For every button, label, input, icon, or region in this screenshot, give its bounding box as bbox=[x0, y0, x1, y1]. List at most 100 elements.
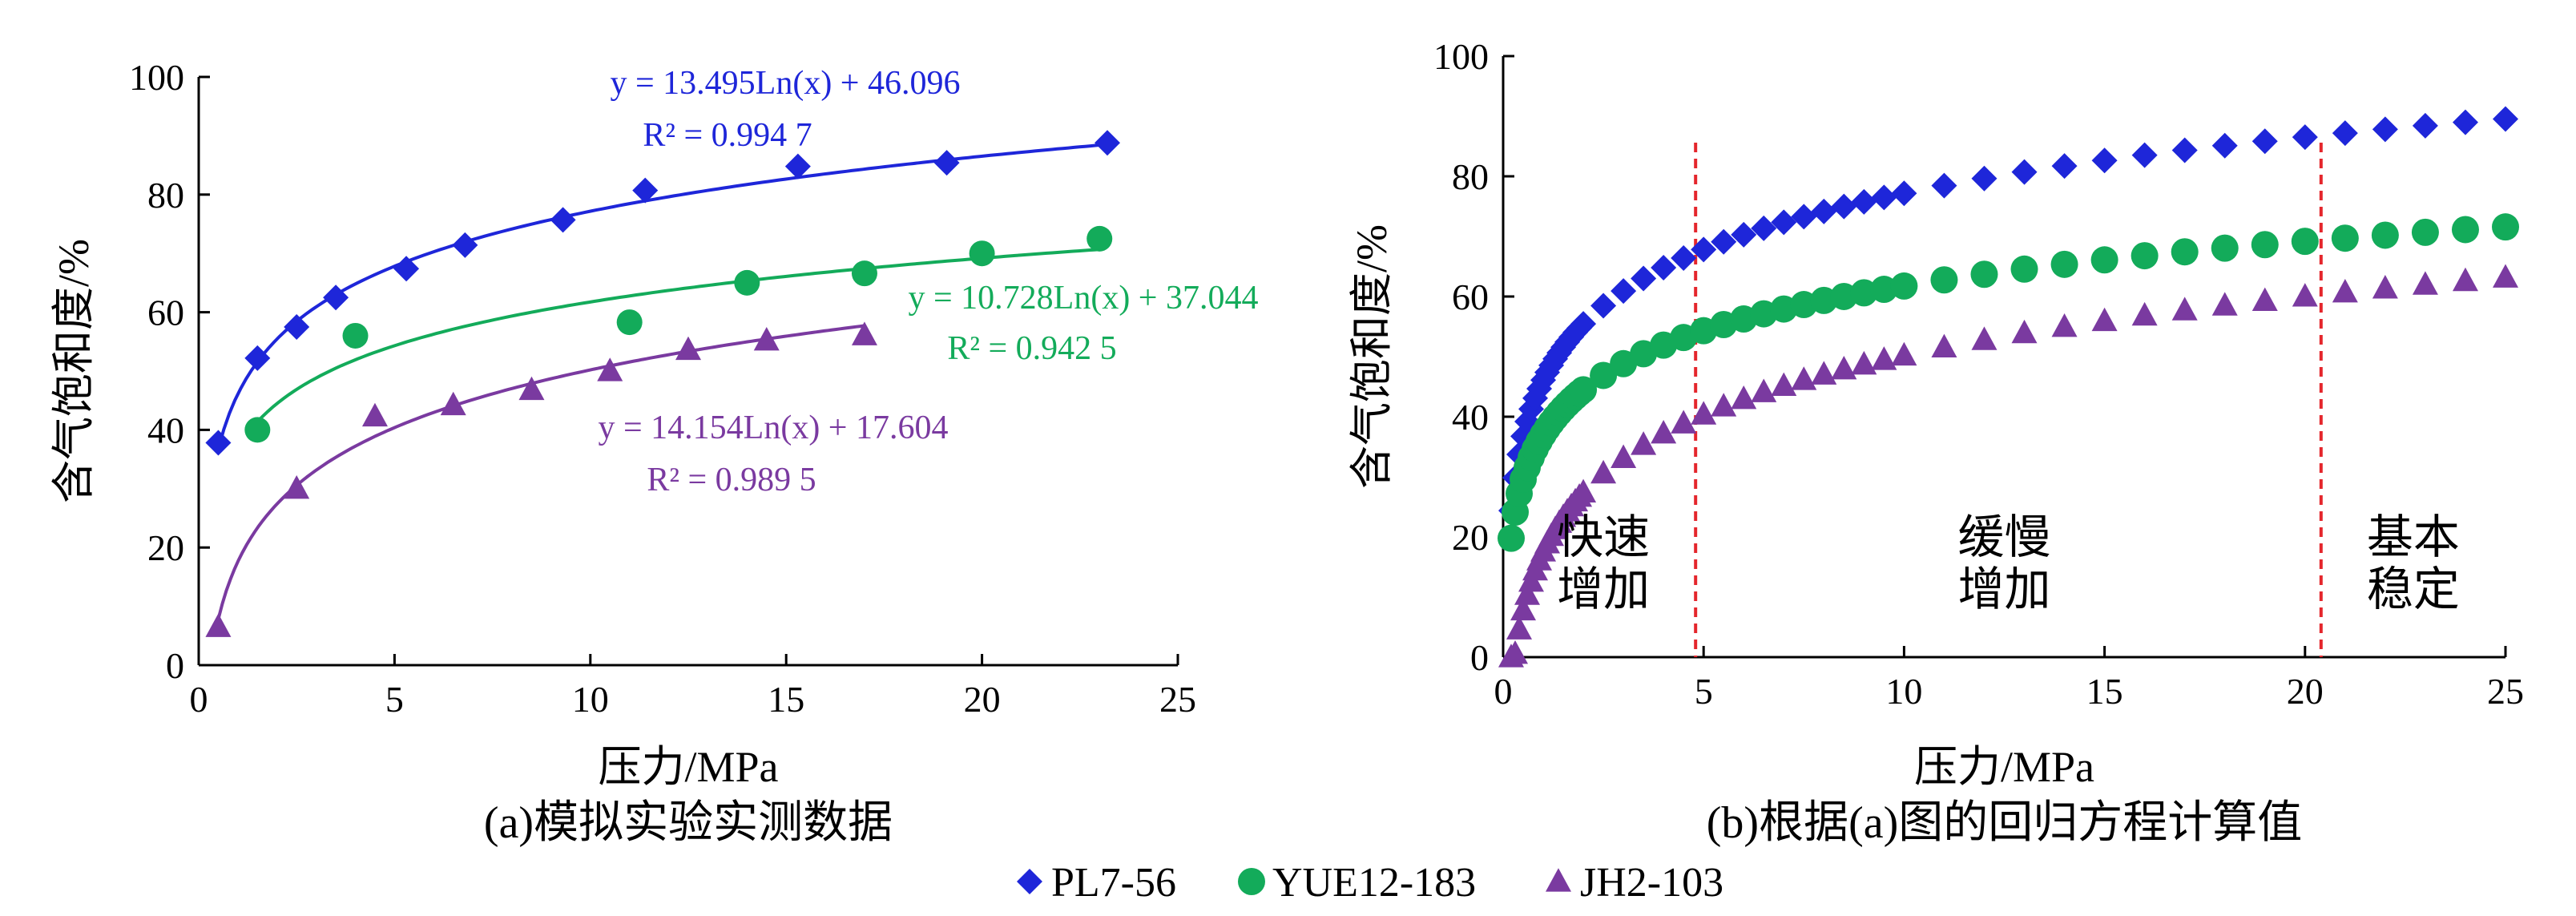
chart-b-y-tick-label: 80 bbox=[1452, 156, 1489, 197]
data-point-yue12-183 bbox=[2331, 224, 2359, 252]
data-point-yue12-183 bbox=[2131, 242, 2159, 270]
chart-a-x-axis-label: 压力/MPa bbox=[598, 743, 778, 791]
data-point-yue12-183 bbox=[2090, 246, 2118, 274]
data-point-pl7-56 bbox=[1611, 278, 1637, 305]
region-label-line1: 缓慢 bbox=[1957, 511, 2050, 563]
data-point-pl7-56 bbox=[1931, 172, 1957, 199]
data-point-pl7-56 bbox=[1831, 193, 1857, 220]
data-point-pl7-56 bbox=[205, 430, 232, 456]
chart-b-x-axis-label: 压力/MPa bbox=[1914, 743, 2094, 791]
data-point-jh2-103 bbox=[1502, 640, 1529, 664]
data-point-jh2-103 bbox=[518, 376, 545, 401]
data-point-jh2-103 bbox=[1691, 401, 1717, 425]
data-point-yue12-183 bbox=[734, 269, 760, 296]
data-point-jh2-103 bbox=[2131, 301, 2158, 326]
fit-curve-pl7-56 bbox=[216, 143, 1108, 450]
data-point-pl7-56 bbox=[244, 345, 271, 371]
chart-a-x-tick-label: 25 bbox=[1159, 679, 1196, 720]
fit-curve-jh2-103 bbox=[216, 324, 865, 620]
data-point-yue12-183 bbox=[2211, 234, 2239, 262]
data-point-pl7-56 bbox=[2412, 112, 2438, 139]
data-point-jh2-103 bbox=[1731, 385, 1757, 410]
chart-b-x-tick-label: 15 bbox=[2086, 671, 2123, 712]
data-point-pl7-56 bbox=[784, 153, 811, 180]
chart-a-axes: 0 20 40 60 80 100 0 5 10 15 20 25 bbox=[129, 57, 1196, 720]
data-point-pl7-56 bbox=[1711, 228, 1737, 255]
data-point-yue12-183 bbox=[2291, 228, 2319, 256]
data-point-pl7-56 bbox=[284, 313, 310, 340]
chart-a-x-tick-label: 20 bbox=[964, 679, 1001, 720]
data-point-jh2-103 bbox=[1971, 326, 1998, 350]
legend: PL7-56 YUE12-183 JH2-103 bbox=[1017, 860, 1723, 906]
data-point-yue12-183 bbox=[1570, 376, 1598, 404]
data-point-jh2-103 bbox=[1811, 361, 1837, 385]
data-point-jh2-103 bbox=[361, 402, 388, 427]
chart-b-y-tick-label: 20 bbox=[1452, 517, 1489, 558]
data-point-yue12-183 bbox=[2251, 231, 2279, 259]
data-point-pl7-56 bbox=[2091, 147, 2118, 174]
chart-a-caption: (a)模拟实验实测数据 bbox=[484, 798, 893, 848]
legend-markers bbox=[1017, 868, 1571, 895]
chart-b-y-tick-label: 100 bbox=[1433, 36, 1489, 77]
chart-a-y-tick-label: 60 bbox=[147, 293, 184, 333]
data-point-pl7-56 bbox=[2493, 106, 2518, 132]
data-point-yue12-183 bbox=[1970, 260, 1998, 289]
data-point-pl7-56 bbox=[2292, 124, 2318, 151]
r-squared-pl7-56: R² = 0.994 7 bbox=[643, 117, 812, 154]
data-point-jh2-103 bbox=[1871, 346, 1897, 370]
chart-a-y-tick-label: 20 bbox=[147, 527, 184, 568]
chart-a-points bbox=[205, 130, 1121, 637]
legend-label-yue12-183: YUE12-183 bbox=[1272, 860, 1476, 906]
data-point-jh2-103 bbox=[1851, 350, 1877, 375]
data-point-pl7-56 bbox=[1691, 236, 1717, 263]
data-point-jh2-103 bbox=[205, 613, 232, 637]
data-point-pl7-56 bbox=[2051, 153, 2078, 180]
data-point-yue12-183 bbox=[244, 417, 271, 443]
data-point-jh2-103 bbox=[1631, 431, 1657, 455]
chart-b-y-tick-label: 60 bbox=[1452, 276, 1489, 317]
data-point-yue12-183 bbox=[2171, 238, 2199, 266]
data-point-pl7-56 bbox=[452, 232, 478, 258]
data-point-yue12-183 bbox=[2050, 250, 2078, 278]
region-label-line1: 快速 bbox=[1557, 511, 1650, 563]
data-point-jh2-103 bbox=[851, 321, 877, 345]
r-squared-yue12-183: R² = 0.942 5 bbox=[947, 330, 1116, 367]
data-point-pl7-56 bbox=[393, 256, 420, 282]
data-point-jh2-103 bbox=[1771, 372, 1797, 397]
data-point-yue12-183 bbox=[1590, 361, 1618, 389]
data-point-pl7-56 bbox=[323, 284, 349, 311]
legend-marker-pl7-56 bbox=[1017, 869, 1042, 894]
equation-pl7-56: y = 13.495Ln(x) + 46.096 bbox=[610, 65, 960, 102]
data-point-pl7-56 bbox=[2171, 137, 2198, 163]
data-point-jh2-103 bbox=[1711, 393, 1737, 417]
data-point-jh2-103 bbox=[2211, 292, 2238, 316]
data-point-jh2-103 bbox=[2251, 287, 2278, 312]
data-point-pl7-56 bbox=[933, 150, 960, 176]
data-point-jh2-103 bbox=[2452, 267, 2478, 292]
data-point-pl7-56 bbox=[1851, 188, 1877, 215]
region-label-line2: 增加 bbox=[1957, 563, 2050, 615]
chart-b-y-tick-label: 0 bbox=[1470, 637, 1489, 678]
data-point-pl7-56 bbox=[2251, 128, 2278, 155]
data-point-yue12-183 bbox=[342, 322, 369, 349]
chart-a-y-axis-label: 含气饱和度/% bbox=[50, 239, 98, 503]
data-point-jh2-103 bbox=[2332, 278, 2358, 303]
chart-b-points bbox=[1498, 106, 2519, 668]
data-point-yue12-183 bbox=[2411, 218, 2439, 246]
legend-label-jh2-103: JH2-103 bbox=[1580, 860, 1723, 906]
data-point-jh2-103 bbox=[1611, 444, 1637, 468]
data-point-jh2-103 bbox=[1590, 459, 1617, 484]
chart-a-x-tick-label: 10 bbox=[572, 679, 609, 720]
data-point-jh2-103 bbox=[1651, 420, 1677, 444]
chart-b-axes: 0 20 40 60 80 100 0 5 10 15 20 25 bbox=[1433, 36, 2524, 712]
data-point-jh2-103 bbox=[1791, 366, 1817, 390]
data-point-yue12-183 bbox=[616, 309, 643, 336]
data-point-jh2-103 bbox=[2372, 275, 2398, 299]
data-point-jh2-103 bbox=[1671, 410, 1697, 434]
data-point-yue12-183 bbox=[851, 260, 877, 287]
data-point-pl7-56 bbox=[1590, 293, 1617, 319]
chart-a-fit-curves bbox=[216, 143, 1108, 620]
data-point-jh2-103 bbox=[1514, 581, 1541, 605]
legend-marker-yue12-183 bbox=[1238, 868, 1265, 895]
